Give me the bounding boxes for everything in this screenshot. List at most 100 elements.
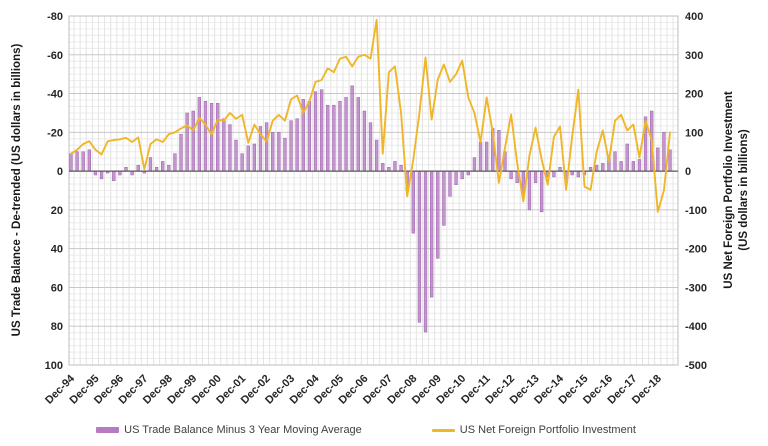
trade-balance-bar: [240, 153, 244, 172]
right-axis-tick-label: 200: [685, 89, 703, 101]
trade-balance-bar: [161, 161, 165, 172]
trade-balance-bar: [87, 149, 91, 172]
trade-balance-bar: [613, 151, 617, 172]
right-axis-tick-label: -400: [685, 321, 707, 333]
legend-item-portfolio-investment: US Net Foreign Portfolio Investment: [431, 424, 636, 436]
trade-balance-bar: [252, 143, 257, 172]
right-axis-tick-label: -100: [685, 205, 707, 217]
trade-balance-bar: [148, 157, 153, 172]
trade-balance-bar: [619, 161, 623, 172]
trade-balance-bar: [277, 132, 281, 172]
trade-balance-bar: [75, 151, 79, 172]
left-axis-tick-label: 80: [51, 321, 63, 333]
trade-balance-bar: [381, 163, 385, 172]
trade-balance-bar: [454, 170, 458, 185]
trade-balance-bar: [264, 122, 269, 172]
trade-balance-bar: [399, 165, 403, 172]
trade-balance-bar: [234, 139, 238, 172]
trade-balance-bar: [295, 118, 299, 172]
legend-label-trade-balance: US Trade Balance Minus 3 Year Moving Ave…: [124, 424, 362, 436]
trade-balance-bar: [197, 97, 202, 172]
trade-balance-bar: [283, 137, 287, 172]
left-axis-tick-label: -60: [47, 50, 63, 62]
left-axis-tick-label: -20: [47, 127, 63, 139]
trade-balance-bar: [527, 170, 532, 211]
right-axis-tick-label: 300: [685, 50, 703, 62]
trade-balance-bar: [631, 161, 636, 172]
right-axis-tick-label: -200: [685, 244, 707, 256]
trade-balance-bar: [338, 101, 342, 172]
trade-balance-bar: [485, 141, 489, 172]
left-axis-title: US Trade Balance - De-trended (US dollar…: [11, 43, 23, 337]
trade-balance-bar: [271, 132, 275, 172]
trade-balance-bar: [228, 124, 232, 172]
trade-balance-bar: [216, 103, 220, 172]
trade-balance-bar: [540, 170, 544, 213]
right-axis-title-line1: US Net Foreign Portfolio Investment: [723, 91, 735, 289]
trade-balance-bar: [637, 159, 642, 172]
trade-balance-bar: [136, 165, 140, 172]
trade-balance-bar: [246, 145, 250, 172]
right-axis-tick-label: -300: [685, 282, 707, 294]
trade-balance-bar: [362, 110, 367, 172]
trade-balance-bar: [332, 104, 336, 172]
trade-balance-bar: [319, 89, 324, 172]
trade-balance-bar: [344, 97, 348, 172]
trade-balance-bar: [533, 170, 538, 183]
right-axis-tick-label: -500: [685, 360, 707, 372]
trade-balance-bar: [509, 170, 513, 180]
left-axis-tick-label: 20: [51, 205, 63, 217]
trade-balance-bar: [417, 170, 422, 323]
trade-balance-bar: [81, 151, 85, 172]
trade-balance-bar: [167, 165, 171, 172]
left-axis-tick-label: 0: [57, 166, 63, 178]
right-axis-tick-label: 400: [685, 11, 703, 23]
trade-balance-bar: [393, 161, 397, 172]
trade-balance-bar: [112, 170, 116, 182]
trade-balance-bar: [69, 153, 73, 172]
trade-balance-bar: [209, 103, 214, 172]
legend: US Trade Balance Minus 3 Year Moving Ave…: [0, 424, 732, 436]
right-axis-title-line2: (US dollars in billions): [738, 129, 750, 251]
trade-balance-bar: [472, 157, 477, 172]
trade-balance-bar: [442, 170, 446, 226]
trade-balance-bar: [625, 143, 629, 172]
portfolio-investment-line: [70, 18, 671, 213]
left-axis-tick-label: -80: [47, 11, 63, 23]
trade-balance-bar: [448, 170, 452, 197]
trade-balance-bar: [350, 85, 354, 172]
trade-balance-bar: [429, 170, 434, 298]
right-axis-tick-label: 100: [685, 127, 703, 139]
bar-series-swatch-icon: [96, 427, 120, 433]
trade-balance-bar: [289, 120, 293, 172]
trade-balance-bar: [460, 170, 464, 180]
trade-balance-bar: [179, 134, 183, 172]
line-series-swatch-icon: [431, 428, 455, 432]
trade-balance-bar: [326, 104, 330, 172]
trade-balance-bar: [307, 101, 312, 172]
trade-balance-bar: [497, 130, 501, 172]
trade-balance-bar: [595, 165, 599, 172]
left-axis-tick-label: 100: [45, 360, 63, 372]
left-axis-tick-label: 40: [51, 244, 63, 256]
trade-balance-bar: [313, 91, 318, 172]
trade-balance-bar: [368, 122, 373, 172]
trade-balance-bar: [173, 153, 177, 172]
plot-border: [68, 15, 679, 366]
trade-balance-bar: [478, 141, 483, 172]
left-axis-tick-label: -40: [47, 89, 63, 101]
trade-balance-bar: [601, 163, 605, 172]
trade-balance-bar: [656, 147, 660, 172]
left-axis-tick-label: 60: [51, 282, 63, 294]
trade-balance-bar: [99, 170, 104, 180]
trade-balance-bar: [374, 139, 379, 172]
trade-balance-bar: [191, 110, 195, 172]
trade-balance-bar: [668, 149, 672, 172]
trade-balance-bar: [576, 170, 580, 178]
trade-balance-bar: [552, 170, 556, 178]
trade-balance-bar: [411, 170, 415, 234]
legend-label-portfolio-investment: US Net Foreign Portfolio Investment: [459, 424, 636, 436]
trade-balance-bar: [356, 97, 360, 172]
